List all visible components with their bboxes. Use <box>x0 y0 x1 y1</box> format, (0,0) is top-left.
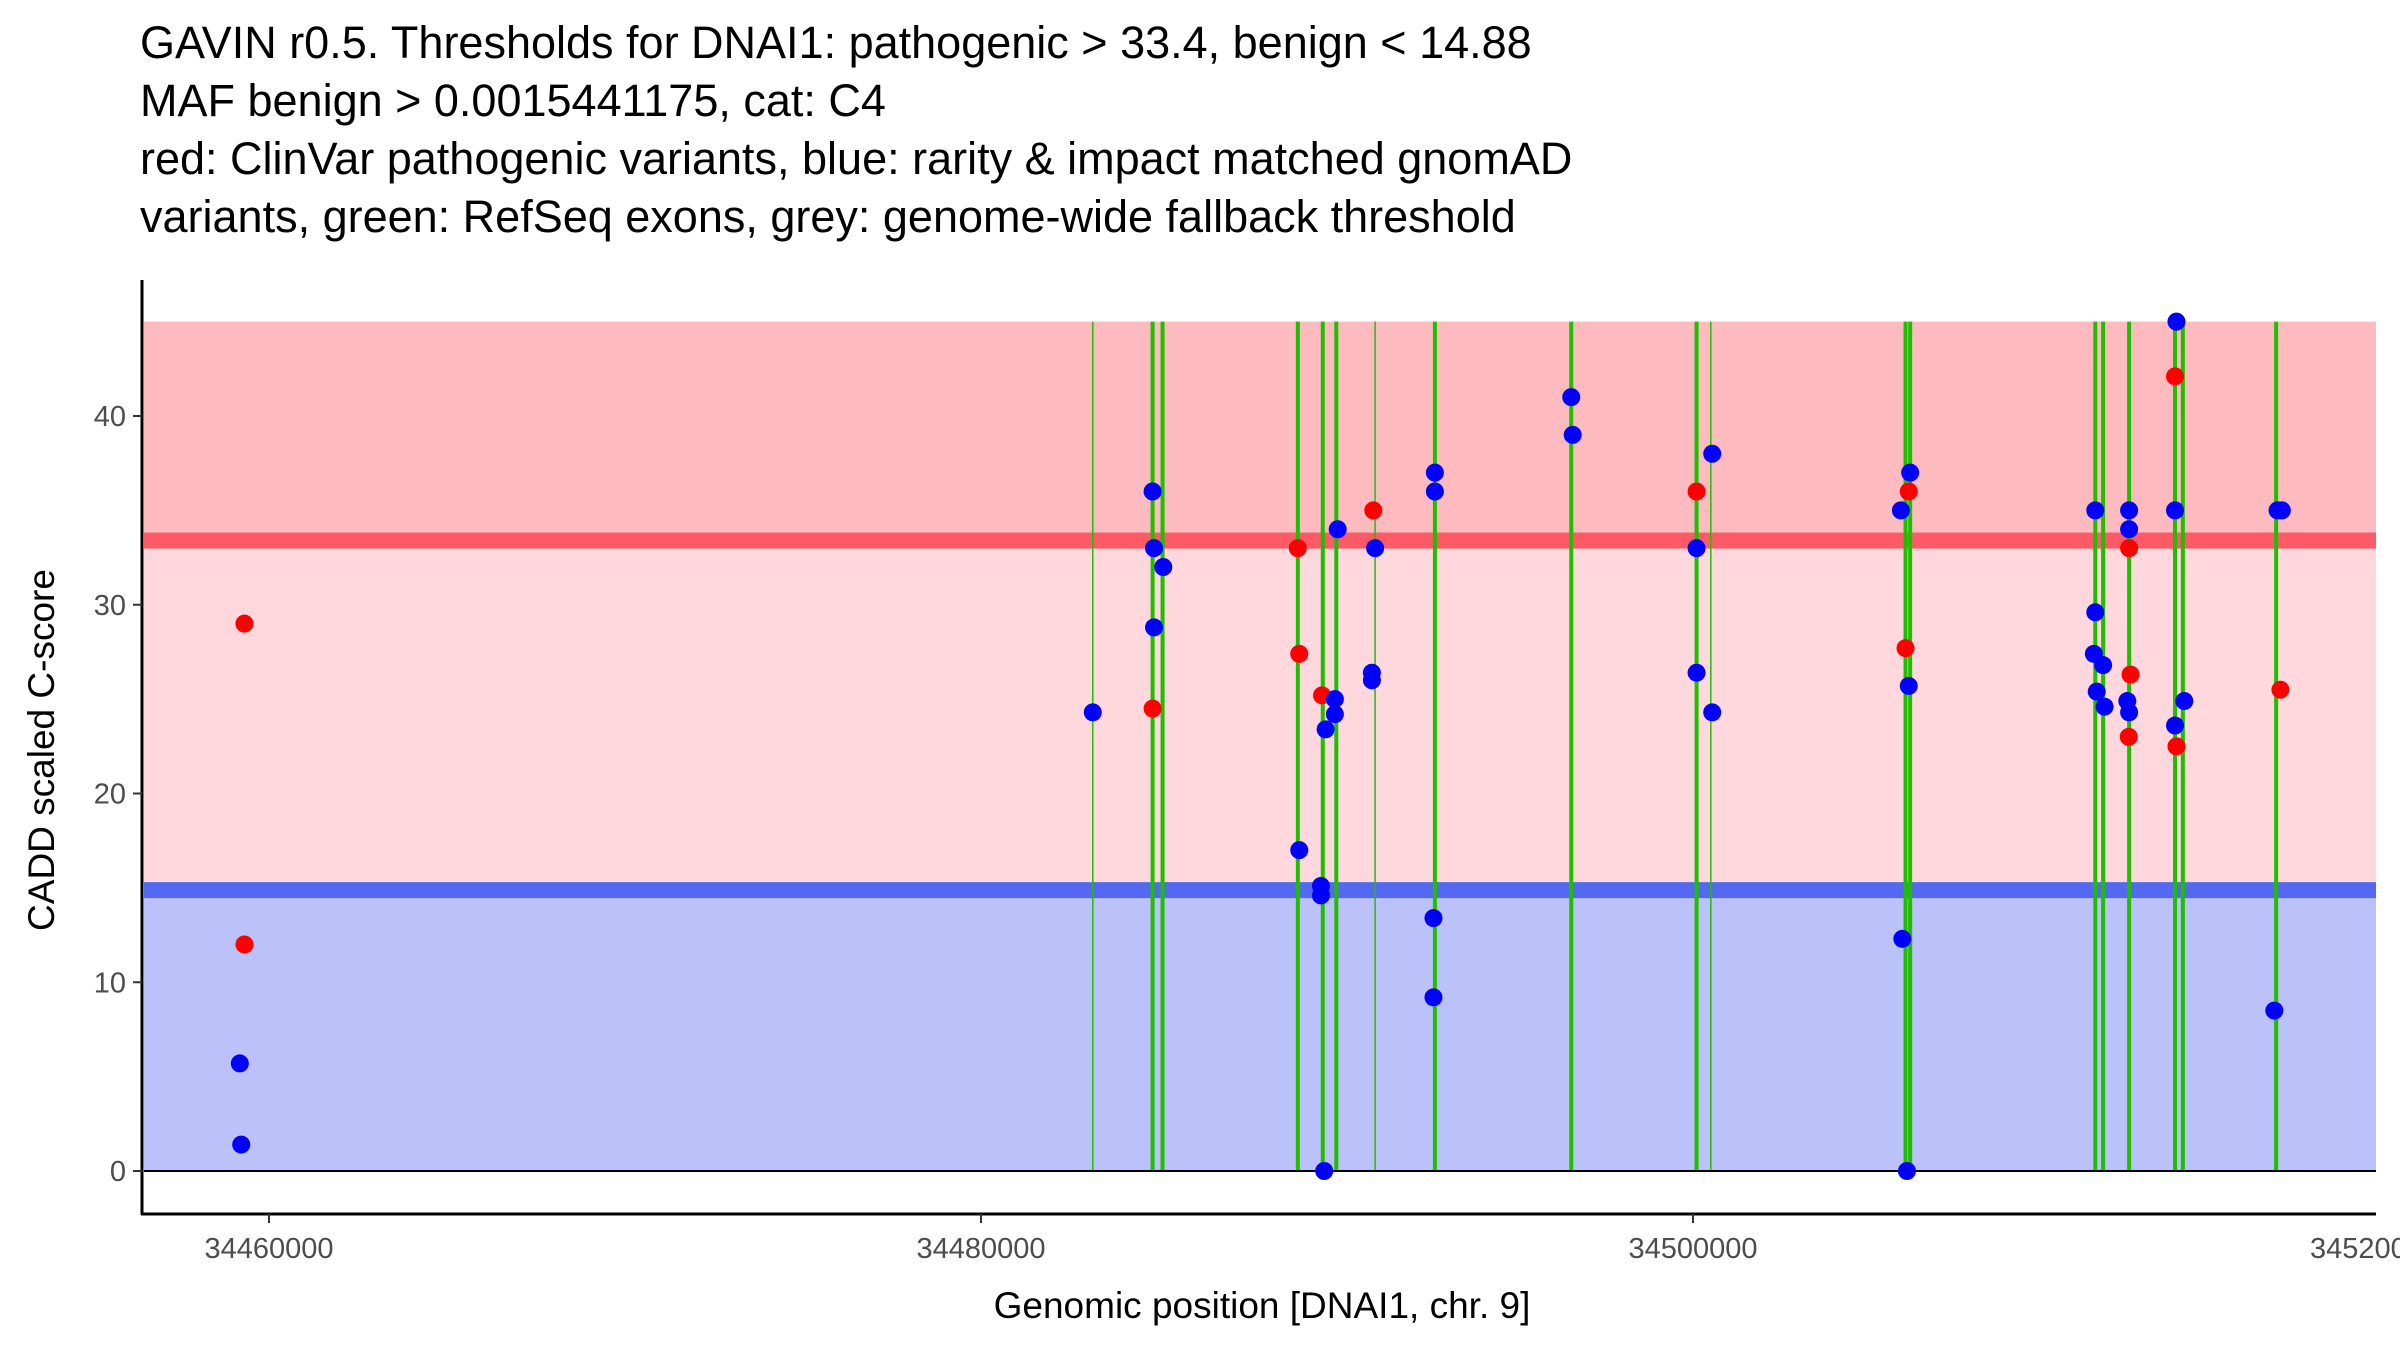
y-tick-label: 40 <box>94 401 126 433</box>
data-points <box>230 312 2291 1180</box>
clinvar-point <box>2119 727 2138 746</box>
gnomad-point <box>1703 703 1722 722</box>
gnomad-point <box>1311 886 1330 905</box>
gnomad-point <box>1703 444 1722 463</box>
clinvar-point <box>2166 367 2185 386</box>
gnomad-point <box>1290 841 1309 860</box>
gnomad-point <box>1154 558 1173 576</box>
gnomad-point <box>1562 388 1581 407</box>
clinvar-point <box>2271 680 2290 699</box>
gnomad-point <box>1083 703 1102 722</box>
y-tick-label: 20 <box>94 779 126 811</box>
gnomad-point <box>2166 501 2185 520</box>
clinvar-point <box>2120 539 2139 558</box>
gnomad-point <box>1328 520 1347 539</box>
clinvar-point <box>1143 699 1162 718</box>
title-line-1: GAVIN r0.5. Thresholds for DNAI1: pathog… <box>140 17 1532 68</box>
gnomad-point <box>232 1135 251 1154</box>
gnomad-point <box>230 1054 249 1073</box>
title-line-3: red: ClinVar pathogenic variants, blue: … <box>140 133 1573 184</box>
gnomad-point <box>1143 482 1162 501</box>
gnomad-point <box>2265 1001 2284 1020</box>
x-tick-label: 34460000 <box>204 1233 333 1265</box>
uncertain-zone <box>144 540 2376 891</box>
clinvar-point <box>1687 482 1706 501</box>
y-tick-label: 0 <box>110 1156 126 1188</box>
clinvar-point <box>1364 501 1383 520</box>
gnomad-point <box>2095 697 2114 716</box>
gnomad-point <box>2086 501 2105 520</box>
x-tick-label: 34500000 <box>1628 1233 1757 1265</box>
x-tick-label: 34480000 <box>916 1233 1045 1265</box>
gnomad-point <box>2167 312 2186 331</box>
gnomad-point <box>1901 463 1920 482</box>
threshold-bands <box>144 321 2376 1171</box>
clinvar-point <box>2167 737 2186 756</box>
gnomad-point <box>2087 682 2106 701</box>
gnomad-point <box>1899 676 1918 695</box>
clinvar-point <box>1896 639 1915 658</box>
gnomad-point <box>1687 663 1706 682</box>
gnomad-point <box>1893 929 1912 948</box>
gnomad-point <box>1891 501 1910 520</box>
gnomad-point <box>2086 603 2105 622</box>
gnomad-point <box>1366 539 1385 558</box>
gnomad-point <box>2175 692 2194 711</box>
benign-zone <box>144 890 2376 1171</box>
gnomad-point <box>1424 988 1443 1007</box>
gnomad-point <box>2120 703 2139 722</box>
y-tick-label: 10 <box>94 967 126 999</box>
gnomad-point <box>1563 425 1582 444</box>
gnomad-point <box>1424 909 1443 928</box>
clinvar-point <box>1288 539 1307 558</box>
gnomad-point <box>1316 720 1335 739</box>
benign-threshold-line <box>144 882 2376 899</box>
gnomad-point <box>1325 690 1344 709</box>
y-tick-label: 30 <box>94 590 126 622</box>
clinvar-point <box>1899 482 1918 501</box>
gnomad-point <box>2166 716 2185 735</box>
exon-lines <box>1092 321 2279 1171</box>
axes: 0 10 20 30 40 34460000 34480000 34500000 345200 <box>94 280 2400 1265</box>
y-axis-title: CADD scaled C-score <box>21 569 62 931</box>
clinvar-point <box>235 614 254 633</box>
clinvar-point <box>1290 644 1309 663</box>
gnomad-point <box>1145 539 1164 558</box>
gnomad-point <box>1325 705 1344 724</box>
gnomad-point <box>1897 1162 1916 1180</box>
gnomad-point <box>1315 1162 1334 1180</box>
pathogenic-threshold-line <box>144 532 2376 549</box>
clinvar-point <box>2121 665 2140 684</box>
gnomad-point <box>2120 501 2139 520</box>
x-tick-label: 345200 <box>2310 1233 2400 1265</box>
title-line-4: variants, green: RefSeq exons, grey: gen… <box>140 191 1516 242</box>
gnomad-point <box>1687 539 1706 558</box>
gnomad-point <box>2272 501 2291 520</box>
title-line-2: MAF benign > 0.0015441175, cat: C4 <box>140 75 886 126</box>
gnomad-point <box>1425 482 1444 501</box>
clinvar-point <box>235 935 254 954</box>
pathogenic-zone <box>144 321 2376 541</box>
chart-title: GAVIN r0.5. Thresholds for DNAI1: pathog… <box>140 14 1572 246</box>
gnomad-point <box>1362 671 1381 690</box>
gnomad-point <box>2094 656 2113 675</box>
gnomad-point <box>1145 618 1164 637</box>
gnomad-point <box>2120 520 2139 539</box>
gnomad-point <box>1425 463 1444 482</box>
x-axis-title: Genomic position [DNAI1, chr. 9] <box>994 1285 1531 1326</box>
